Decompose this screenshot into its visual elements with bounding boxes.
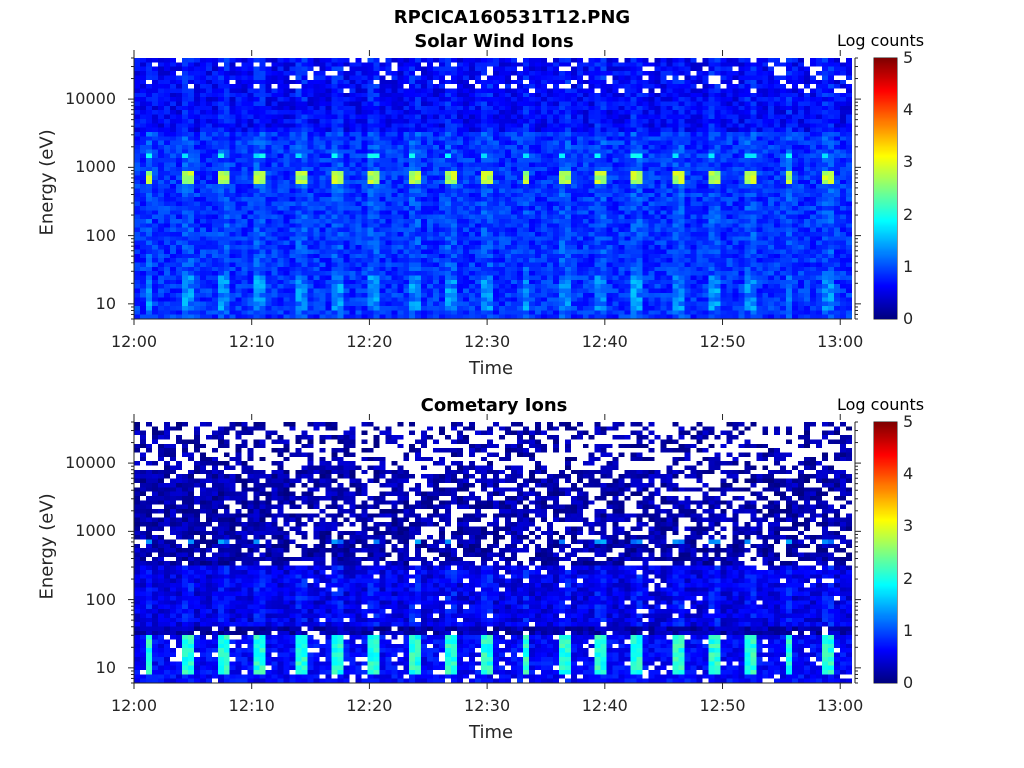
xlabel-cometary: Time	[469, 722, 514, 743]
colorbar-title-solar-wind: Log counts	[837, 31, 925, 50]
x-tick-label: 12:10	[228, 696, 275, 715]
x-tick-label: 12:40	[581, 696, 628, 715]
panel-title-solar-wind: Solar Wind Ions	[414, 31, 574, 52]
panel-title-cometary: Cometary Ions	[420, 395, 568, 416]
x-tick-label: 12:20	[346, 696, 393, 715]
xlabel-solar-wind: Time	[469, 358, 514, 379]
x-tick-label: 13:00	[817, 696, 864, 715]
colorbar-tick-label: 4	[903, 464, 914, 484]
x-tick-label: 12:40	[581, 332, 628, 351]
colorbar-tick-label: 4	[903, 100, 914, 120]
colorbar-title-cometary: Log counts	[837, 395, 925, 414]
y-tick-label: 10	[95, 293, 116, 313]
y-tick-label: 100	[85, 225, 116, 245]
colorbar-tick-label: 1	[903, 620, 914, 640]
colorbar-cometary	[874, 422, 897, 683]
x-tick-label: 13:00	[817, 332, 864, 351]
x-tick-label: 12:50	[699, 696, 746, 715]
x-tick-label: 12:30	[464, 696, 511, 715]
x-tick-label: 12:00	[110, 696, 158, 715]
colorbar-tick-label: 0	[903, 309, 914, 328]
colorbar-tick-label: 5	[903, 412, 914, 431]
spectrogram-cometary	[134, 422, 852, 683]
colorbar-tick-label: 2	[903, 568, 914, 588]
colorbar-solar-wind	[874, 58, 897, 319]
y-tick-label: 10000	[65, 453, 116, 473]
colorbar-tick-label: 2	[903, 204, 914, 224]
colorbar-tick-label: 0	[903, 673, 914, 692]
y-tick-label: 10000	[65, 89, 116, 109]
colorbar-tick-label: 5	[903, 48, 914, 67]
ylabel-cometary: Energy (eV)	[36, 493, 58, 600]
x-tick-label: 12:00	[110, 332, 158, 351]
y-tick-label: 1000	[75, 157, 116, 177]
x-tick-label: 12:10	[228, 332, 275, 351]
figure-title: RPCICA160531T12.PNG	[393, 7, 631, 28]
y-tick-label: 10	[95, 657, 116, 677]
x-tick-label: 12:50	[699, 332, 746, 351]
colorbar-tick-label: 1	[903, 256, 914, 276]
x-tick-label: 12:30	[464, 332, 511, 351]
colorbar-tick-label: 3	[903, 516, 914, 536]
colorbar-tick-label: 3	[903, 152, 914, 172]
y-tick-label: 1000	[75, 521, 116, 541]
x-tick-label: 12:20	[346, 332, 393, 351]
spectrogram-solar-wind	[134, 58, 852, 319]
y-tick-label: 100	[85, 589, 116, 609]
